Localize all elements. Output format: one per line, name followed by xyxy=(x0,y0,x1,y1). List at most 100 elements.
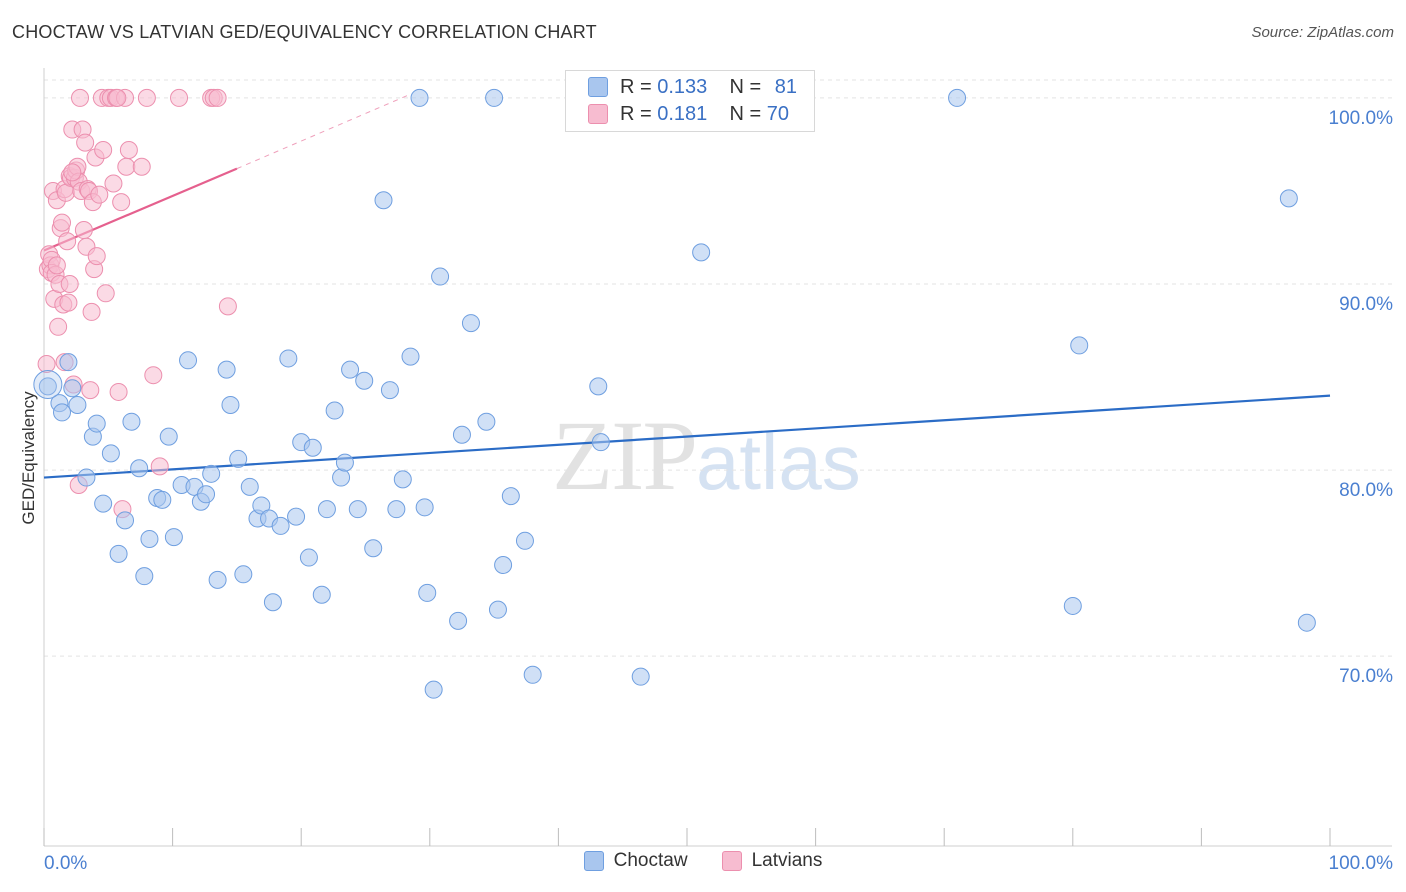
latvians-point-0 xyxy=(37,355,56,374)
choctaw-n-value: 81 xyxy=(774,75,798,98)
choctaw-point-45 xyxy=(325,401,344,420)
latvians-r-value: 0.181 xyxy=(657,102,708,125)
choctaw-point-14 xyxy=(130,459,149,478)
choctaw-point-28 xyxy=(217,360,236,379)
choctaw-point-79 xyxy=(1279,189,1298,208)
latvians-point-44 xyxy=(90,185,109,204)
x-tick-label-0: 0.0% xyxy=(44,853,87,874)
choctaw-point-57 xyxy=(410,88,429,107)
choctaw-point-65 xyxy=(477,412,496,431)
choctaw-point-58 xyxy=(415,498,434,517)
latvians-point-13 xyxy=(53,213,72,232)
choctaw-point-6 xyxy=(77,468,96,487)
choctaw-point-43 xyxy=(312,585,331,604)
latvians-point-60 xyxy=(144,366,163,385)
watermark-zip: ZIP xyxy=(552,400,698,511)
latvians-point-67 xyxy=(108,88,127,107)
choctaw-point-63 xyxy=(452,425,471,444)
latvians-point-56 xyxy=(117,157,136,176)
choctaw-point-73 xyxy=(591,433,610,452)
latvians-point-47 xyxy=(96,284,115,303)
choctaw-legend-label: Choctaw xyxy=(613,850,688,871)
choctaw-point-78 xyxy=(1070,336,1089,355)
data-points xyxy=(33,88,1316,699)
choctaw-point-64 xyxy=(461,314,480,333)
choctaw-point-25 xyxy=(197,485,216,504)
latvians-point-19 xyxy=(59,293,78,312)
choctaw-point-4 xyxy=(63,379,82,398)
choctaw-point-71 xyxy=(523,665,542,684)
choctaw-point-67 xyxy=(488,600,507,619)
trend-lines xyxy=(43,93,1331,479)
choctaw-point-52 xyxy=(374,191,393,210)
choctaw-point-11 xyxy=(109,544,128,563)
y-tick-label-0: 100.0% xyxy=(1329,108,1394,129)
choctaw-point-74 xyxy=(631,667,650,686)
choctaw-point-37 xyxy=(271,516,290,535)
choctaw-point-19 xyxy=(159,427,178,446)
choctaw-point-3 xyxy=(59,353,78,372)
choctaw-cluster-point xyxy=(33,369,63,399)
latvians-trend-line xyxy=(43,167,238,252)
choctaw-point-76 xyxy=(948,88,967,107)
choctaw-point-68 xyxy=(494,556,513,575)
legend-item-latvians[interactable]: Latvians xyxy=(721,850,823,872)
choctaw-n-label: N = xyxy=(729,75,762,98)
latvians-point-62 xyxy=(170,88,189,107)
latvians-point-52 xyxy=(109,382,128,401)
choctaw-point-69 xyxy=(501,487,520,506)
chart-title: CHOCTAW VS LATVIAN GED/EQUIVALENCY CORRE… xyxy=(12,22,597,42)
choctaw-point-51 xyxy=(364,539,383,558)
latvians-point-33 xyxy=(74,221,93,240)
choctaw-point-42 xyxy=(303,438,322,457)
choctaw-point-31 xyxy=(234,565,253,584)
choctaw-point-18 xyxy=(153,490,172,509)
choctaw-point-80 xyxy=(1297,613,1316,632)
choctaw-point-50 xyxy=(355,371,374,390)
latvians-point-20 xyxy=(60,275,79,294)
latvians-point-39 xyxy=(82,302,101,321)
choctaw-point-9 xyxy=(94,494,113,513)
legend-row-latvians: R = 0.181 N = 70 xyxy=(588,101,789,127)
choctaw-point-75 xyxy=(692,243,711,262)
choctaw-point-48 xyxy=(341,360,360,379)
choctaw-point-10 xyxy=(101,444,120,463)
latvians-point-66 xyxy=(218,297,237,316)
latvians-point-10 xyxy=(49,317,68,336)
latvians-point-58 xyxy=(132,157,151,176)
choctaw-point-61 xyxy=(431,267,450,286)
latvians-point-50 xyxy=(104,174,123,193)
choctaw-point-27 xyxy=(208,570,227,589)
y-tick-label-1: 90.0% xyxy=(1339,294,1393,315)
choctaw-point-60 xyxy=(424,680,443,699)
latvians-point-57 xyxy=(119,141,138,160)
latvians-legend-label: Latvians xyxy=(751,850,823,871)
choctaw-point-20 xyxy=(164,528,183,547)
choctaw-point-53 xyxy=(380,381,399,400)
latvians-r-label: R = xyxy=(620,102,652,125)
choctaw-point-26 xyxy=(202,464,221,483)
choctaw-point-16 xyxy=(140,529,159,548)
choctaw-r-label: R = xyxy=(620,75,652,98)
choctaw-point-44 xyxy=(317,500,336,519)
choctaw-point-46 xyxy=(332,468,351,487)
choctaw-point-55 xyxy=(393,470,412,489)
choctaw-point-36 xyxy=(263,593,282,612)
choctaw-point-38 xyxy=(279,349,298,368)
legend-item-choctaw[interactable]: Choctaw xyxy=(583,850,688,872)
latvians-n-value: 70 xyxy=(766,102,790,125)
x-tick-label-1: 100.0% xyxy=(1329,853,1394,874)
legend-row-choctaw: R = 0.133 N = 81 xyxy=(588,74,797,100)
choctaw-point-49 xyxy=(348,500,367,519)
series-legend: Choctaw Latvians xyxy=(0,850,1406,872)
choctaw-point-0 xyxy=(38,377,57,396)
latvians-legend-swatch xyxy=(721,851,742,871)
choctaw-trend-line xyxy=(43,394,1331,479)
choctaw-point-5 xyxy=(68,395,87,414)
choctaw-point-41 xyxy=(299,548,318,567)
choctaw-r-value: 0.133 xyxy=(657,75,708,98)
latvians-point-30 xyxy=(71,88,90,107)
choctaw-swatch xyxy=(588,77,608,97)
latvians-point-46 xyxy=(94,141,113,160)
